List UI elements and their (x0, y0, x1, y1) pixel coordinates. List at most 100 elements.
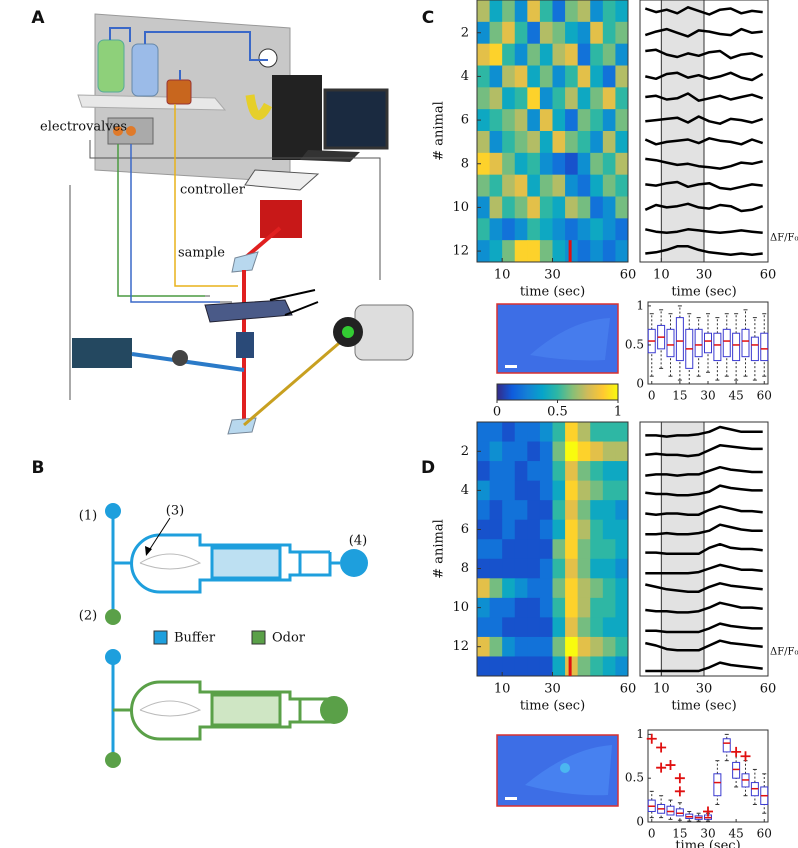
heatmap-cell (615, 152, 629, 176)
heatmap-cell (577, 0, 591, 23)
trace (645, 563, 763, 575)
heatmap-cell (590, 43, 604, 66)
heatmap-cell (565, 519, 579, 540)
setup-illustration: electrovalves controller sample (40, 13, 414, 435)
heatmap-cell (539, 0, 553, 23)
x-tick-label: 30 (696, 682, 713, 697)
heatmap-cell (539, 636, 553, 657)
heatmap-cell (565, 578, 579, 599)
heatmap-cell (577, 500, 591, 521)
heatmap-cell (477, 174, 491, 197)
heatmap-cell (602, 500, 616, 521)
trace (645, 542, 763, 556)
heatmap-cell (514, 597, 528, 618)
trace (644, 6, 763, 16)
heatmap-cell (502, 65, 516, 88)
trace (645, 71, 764, 82)
heatmap-cell (590, 636, 604, 657)
heatmap-cell (527, 218, 541, 241)
y-tick-label: 8 (461, 156, 469, 171)
heatmap-cell (539, 422, 553, 443)
heatmap-cell (527, 519, 541, 540)
heatmap-cell (615, 131, 629, 154)
heatmap-cell (477, 196, 491, 219)
heatmap-cell (527, 152, 541, 176)
heatmap-cell (477, 21, 491, 45)
outlier (674, 773, 685, 784)
x-tick-label: 30 (544, 682, 561, 697)
heatmap-cell (552, 500, 566, 521)
heatmap-cell (552, 519, 566, 540)
heatmap-cell (527, 196, 541, 219)
heatmap-cell (602, 461, 616, 482)
heatmap-cell (615, 480, 629, 501)
heatmap-cell (527, 636, 541, 657)
lens (172, 350, 188, 366)
heatmap-cell (577, 422, 591, 443)
heatmap-cell (552, 539, 566, 560)
legend-swatch (153, 630, 168, 645)
x-tick-label: 15 (672, 389, 687, 403)
heatmap-cell (489, 656, 503, 677)
panel-label: B (32, 458, 45, 478)
trace (645, 115, 764, 125)
objective (236, 332, 254, 358)
legend: Buffer Odor (153, 630, 306, 646)
heatmap-cell (514, 422, 528, 443)
bottle-blue (131, 43, 159, 97)
heatmap-cell (477, 109, 491, 132)
heatmap-cell (590, 131, 604, 154)
heatmap-cell (502, 441, 516, 462)
heatmap-cell (502, 461, 516, 482)
heatmap-cell (514, 196, 528, 219)
camera-lens (342, 326, 354, 338)
heatmap-cell (565, 218, 579, 241)
heatmap-cell (615, 87, 629, 110)
heatmap-cell (602, 519, 616, 540)
x-tick-label: 30 (544, 268, 561, 283)
heatmap-cell (615, 240, 629, 263)
heatmap-cell (514, 43, 528, 66)
heatmap-cell (552, 65, 566, 88)
heatmap-cell (577, 196, 591, 219)
outlier (731, 746, 742, 757)
box (713, 773, 722, 797)
heatmap-cell (502, 558, 516, 579)
heatmap-cell (565, 240, 579, 263)
y-axis-label: ΔF/F₀ (770, 233, 798, 244)
heatmap-cell (615, 441, 629, 462)
heatmap-cell (577, 656, 591, 677)
heatmap-cell (577, 65, 591, 88)
box (750, 336, 759, 362)
box (722, 738, 731, 753)
setup-label: sample (178, 246, 225, 261)
heatmap-cell (502, 196, 516, 219)
heatmap-cell (514, 109, 528, 132)
heatmap-cell (502, 218, 516, 241)
trace (645, 505, 763, 516)
heatmap-cell (577, 174, 591, 197)
outlier (656, 742, 667, 753)
x-tick-label: 45 (728, 827, 743, 841)
inlet-label: (1) (79, 509, 97, 524)
heatmap-cell (577, 617, 591, 638)
heatmap-cell (527, 539, 541, 560)
heatmap-cell (565, 422, 579, 443)
heatmap-cell (565, 109, 579, 132)
heatmap-cell (590, 500, 604, 521)
heatmap-cell (527, 480, 541, 501)
x-tick-label: 0 (648, 827, 656, 841)
heatmap-cell (565, 87, 579, 110)
heatmap-cell (552, 461, 566, 482)
y-tick-label: 1 (636, 298, 644, 312)
heatmap-cell (615, 539, 629, 560)
heatmap-cell (502, 617, 516, 638)
trace (645, 639, 763, 652)
heatmap-cell (489, 240, 503, 263)
trace (645, 228, 763, 235)
heatmap-cell (489, 152, 503, 176)
x-tick-label: 15 (672, 827, 687, 841)
heatmap-cell (489, 480, 503, 501)
